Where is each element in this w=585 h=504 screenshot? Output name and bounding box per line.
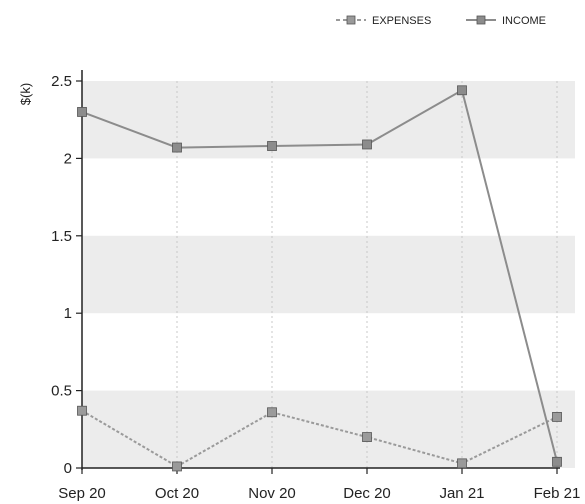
income-line bbox=[81, 88, 558, 463]
x-ticks: Sep 20 Oct 20 Nov 20 Dec 20 Jan 21 Feb 21 bbox=[58, 468, 580, 502]
expenses-point bbox=[362, 432, 372, 442]
expenses-point bbox=[77, 405, 87, 416]
legend-income-swatch-marker bbox=[476, 15, 486, 25]
y-tick-label: 1 bbox=[64, 305, 72, 322]
grid-band bbox=[82, 390, 575, 468]
legend-income-label: INCOME bbox=[502, 15, 546, 27]
legend: EXPENSES INCOME bbox=[336, 15, 546, 27]
x-tick-label: Nov 20 bbox=[248, 485, 296, 502]
expenses-line bbox=[81, 409, 558, 468]
y-axis-label: $(k) bbox=[18, 83, 33, 105]
x-tick-label: Dec 20 bbox=[343, 485, 391, 502]
x-tick-label: Jan 21 bbox=[439, 485, 484, 502]
series-group bbox=[77, 85, 562, 472]
y-tick-label: 2.5 bbox=[51, 73, 72, 90]
income-point bbox=[267, 141, 277, 151]
income-point bbox=[172, 142, 182, 153]
grid-band bbox=[82, 235, 575, 314]
y-tick-label: 0 bbox=[64, 460, 72, 477]
x-tick-label: Oct 20 bbox=[155, 485, 199, 502]
y-tick-label: 1.5 bbox=[51, 228, 72, 245]
income-point bbox=[552, 456, 562, 467]
grid-band bbox=[82, 81, 575, 159]
expenses-point bbox=[552, 412, 562, 422]
grid-bands bbox=[82, 81, 575, 468]
income-point bbox=[457, 85, 467, 96]
expenses-point bbox=[457, 458, 467, 469]
legend-expenses-label: EXPENSES bbox=[372, 15, 431, 27]
y-ticks: 0 0.5 1 1.5 2 2.5 bbox=[51, 73, 82, 477]
expenses-point bbox=[172, 461, 182, 472]
legend-expenses-swatch-marker bbox=[346, 15, 356, 25]
x-tick-label: Sep 20 bbox=[58, 485, 106, 502]
y-tick-label: 2 bbox=[64, 150, 72, 167]
x-tick-label: Feb 21 bbox=[534, 485, 581, 502]
income-point bbox=[362, 139, 372, 150]
income-point bbox=[77, 107, 87, 117]
y-tick-label: 0.5 bbox=[51, 383, 72, 400]
expenses-point bbox=[267, 407, 277, 418]
